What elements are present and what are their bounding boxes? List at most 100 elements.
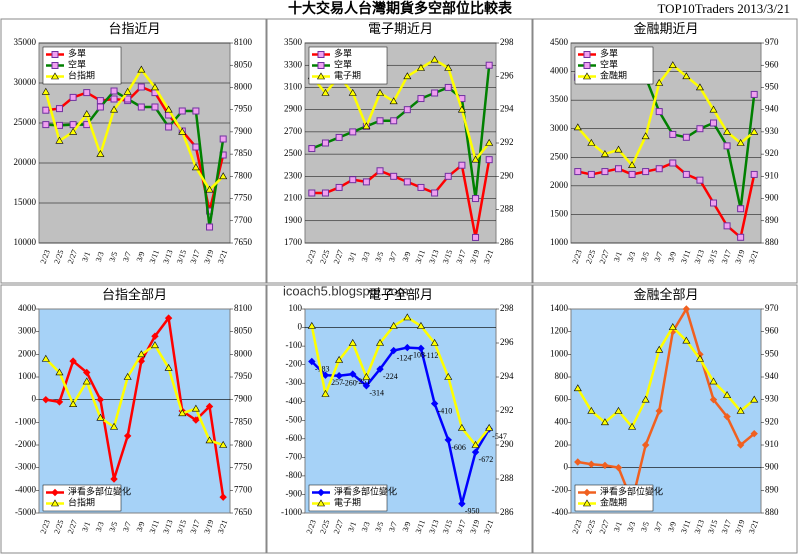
y-tick-label: 1000 [550, 348, 569, 358]
x-tick-label: 3/7 [121, 520, 133, 533]
marker [96, 413, 105, 421]
y2-tick-label: 7850 [234, 416, 253, 426]
marker [150, 83, 159, 91]
x-tick-label: 3/3 [625, 250, 637, 263]
marker [151, 332, 159, 340]
marker [444, 83, 452, 91]
legend-label: 空單 [600, 59, 618, 70]
data-label: -260 [342, 379, 357, 388]
legend-label: 台指期 [68, 70, 95, 81]
y-tick-label: 3000 [550, 123, 569, 133]
y-tick-label: 0 [298, 322, 303, 332]
chart-title: 台指近月 [108, 21, 160, 36]
y2-tick-label: 7800 [234, 170, 253, 180]
marker [192, 416, 200, 424]
y2-tick-label: 880 [765, 237, 779, 247]
marker [444, 172, 452, 180]
marker [51, 62, 59, 69]
y2-tick-label: 8050 [234, 59, 253, 69]
y-tick-label: 10000 [14, 237, 37, 247]
marker [750, 395, 759, 403]
marker [110, 87, 118, 95]
marker [178, 107, 186, 115]
marker [192, 143, 200, 151]
y2-tick-label: 7650 [234, 237, 253, 247]
series-line [44, 67, 225, 192]
data-label: -108 [410, 350, 425, 359]
marker [682, 133, 690, 141]
marker [51, 51, 59, 58]
x-tick-label: 3/11 [148, 519, 161, 535]
marker [723, 391, 732, 398]
marker [471, 448, 480, 456]
marker [723, 222, 731, 230]
y2-tick-label: 960 [765, 326, 779, 336]
marker [628, 422, 637, 430]
y2-tick-label: 7700 [234, 484, 253, 494]
data-label: -606 [451, 443, 466, 452]
y2-tick-label: 7750 [234, 462, 253, 472]
y2-tick-label: 296 [500, 337, 514, 347]
marker [165, 123, 173, 131]
marker [55, 136, 64, 144]
marker [458, 500, 466, 508]
marker [444, 436, 452, 444]
x-tick-label: 3/7 [387, 250, 399, 263]
marker [682, 170, 690, 178]
marker [69, 357, 77, 365]
marker [472, 195, 480, 203]
marker [321, 371, 330, 379]
marker [55, 398, 64, 406]
marker [587, 138, 596, 146]
y-tick-label: -300 [286, 377, 303, 387]
marker [389, 321, 398, 329]
y-tick-label: 2000 [550, 180, 569, 190]
x-tick-label: 3/9 [135, 250, 147, 263]
y-tick-label: 1900 [284, 215, 303, 225]
legend-label: 台指期 [68, 497, 95, 508]
marker [723, 127, 732, 135]
y-tick-label: 25000 [14, 117, 37, 127]
legend-label: 淨看多部位變化 [600, 486, 663, 497]
y-tick-label: 2100 [284, 193, 303, 203]
marker [574, 458, 582, 466]
marker [307, 321, 316, 329]
marker [416, 321, 425, 329]
marker [51, 488, 59, 497]
x-tick-label: 3/1 [80, 520, 92, 533]
marker [308, 357, 316, 366]
marker [736, 441, 745, 449]
marker [69, 121, 77, 129]
marker [164, 314, 173, 322]
legend-label: 金融期 [600, 70, 627, 81]
marker [55, 105, 63, 113]
marker [600, 150, 609, 157]
chart-title: 金融期近月 [633, 21, 698, 36]
marker [641, 441, 650, 449]
marker [444, 372, 453, 380]
y-tick-label: -400 [552, 507, 569, 517]
y2-tick-label: 880 [765, 507, 779, 517]
x-tick-label: 3/7 [387, 520, 399, 533]
marker [485, 61, 493, 69]
y-tick-label: 20000 [14, 157, 37, 167]
y-tick-label: 2300 [284, 170, 303, 180]
marker [137, 83, 145, 91]
marker [82, 377, 91, 385]
marker [83, 368, 91, 377]
data-label: -547 [492, 432, 507, 441]
marker [83, 89, 91, 97]
y2-tick-label: 290 [500, 439, 514, 449]
y-tick-label: 3000 [18, 326, 37, 336]
chart-title: 金融全部月 [633, 287, 698, 302]
marker [695, 354, 704, 362]
plot-area [570, 308, 762, 514]
y-tick-label: 4500 [550, 37, 569, 47]
y-tick-label: 15000 [14, 197, 37, 207]
y-tick-label: 4000 [18, 303, 37, 313]
y2-tick-label: 286 [500, 237, 514, 247]
marker [485, 423, 494, 431]
marker [321, 139, 329, 147]
marker [376, 338, 385, 346]
y-tick-label: 2500 [284, 148, 303, 158]
